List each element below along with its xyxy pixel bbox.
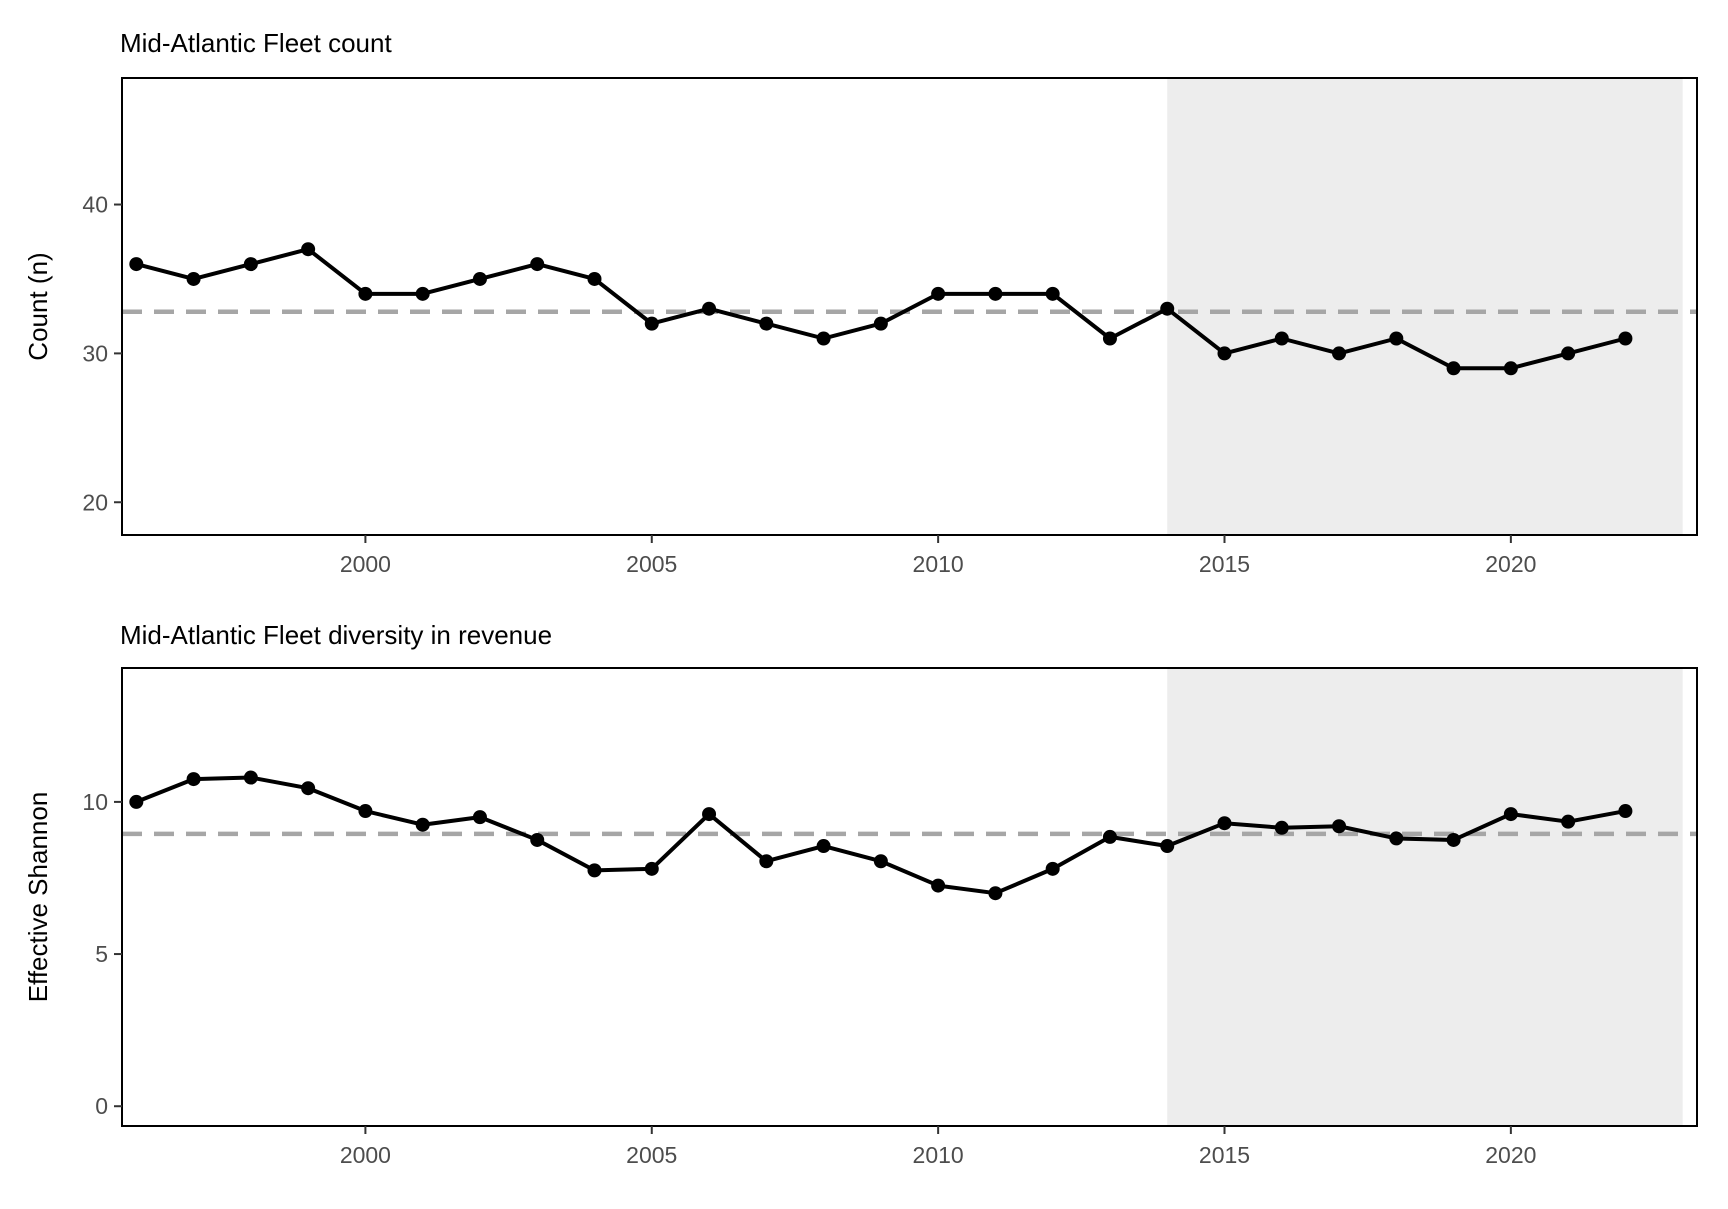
data-point <box>1160 839 1175 854</box>
shaded-region <box>1167 79 1683 534</box>
data-point <box>186 271 201 286</box>
data-point <box>1503 807 1518 822</box>
plot-border <box>121 77 1698 536</box>
data-point <box>472 271 487 286</box>
data-point <box>301 242 316 257</box>
data-point <box>873 854 888 869</box>
data-point <box>702 301 717 316</box>
data-point <box>587 863 602 878</box>
shaded-region <box>1167 669 1683 1125</box>
data-point <box>301 781 316 796</box>
data-point <box>1160 301 1175 316</box>
data-point <box>1102 331 1117 346</box>
data-point <box>644 316 659 331</box>
data-point <box>759 316 774 331</box>
data-point <box>1446 832 1461 847</box>
data-point <box>129 257 144 272</box>
data-point <box>816 839 831 854</box>
chart-title: Mid-Atlantic Fleet count <box>120 28 392 58</box>
data-point <box>186 772 201 787</box>
y-tick-label: 10 <box>82 789 108 815</box>
data-point <box>129 794 144 809</box>
data-point <box>931 286 946 301</box>
y-tick-label: 30 <box>82 340 108 366</box>
data-point <box>759 854 774 869</box>
plot-border <box>121 667 1698 1127</box>
x-tick-label: 2015 <box>1199 1142 1250 1168</box>
data-point <box>1446 361 1461 376</box>
data-point <box>415 286 430 301</box>
y-tick-label: 20 <box>82 489 108 515</box>
data-point <box>1561 346 1576 361</box>
data-point <box>1332 819 1347 834</box>
x-tick-label: 2005 <box>626 551 677 577</box>
data-point <box>1217 816 1232 831</box>
data-point <box>1045 861 1060 876</box>
data-point <box>530 257 545 272</box>
data-point <box>644 861 659 876</box>
data-point <box>1274 331 1289 346</box>
data-point <box>1274 820 1289 835</box>
y-axis-label: Count (n) <box>23 252 53 360</box>
x-tick-label: 2015 <box>1199 551 1250 577</box>
x-tick-label: 2020 <box>1485 1142 1536 1168</box>
x-tick-label: 2020 <box>1485 551 1536 577</box>
data-point <box>530 832 545 847</box>
data-point <box>873 316 888 331</box>
data-point <box>931 878 946 893</box>
chart-title: Mid-Atlantic Fleet diversity in revenue <box>120 620 552 650</box>
data-point <box>243 257 258 272</box>
data-point <box>243 770 258 785</box>
data-point <box>587 271 602 286</box>
data-point <box>1618 331 1633 346</box>
y-axis-label: Effective Shannon <box>23 792 53 1003</box>
y-tick-label: 0 <box>95 1093 108 1119</box>
data-point <box>1102 829 1117 844</box>
data-point <box>358 804 373 819</box>
data-point <box>472 810 487 825</box>
x-tick-label: 2010 <box>913 551 964 577</box>
data-point <box>1561 814 1576 829</box>
data-point <box>816 331 831 346</box>
chart-panel-1: Mid-Atlantic Fleet count 2000 2005 2010 2015… <box>23 28 1698 577</box>
x-tick-label: 2000 <box>340 551 391 577</box>
data-point <box>1045 286 1060 301</box>
data-point <box>988 286 1003 301</box>
data-point <box>1332 346 1347 361</box>
data-point <box>1217 346 1232 361</box>
data-point <box>1389 831 1404 846</box>
data-point <box>702 807 717 822</box>
data-point <box>988 886 1003 901</box>
x-tick-label: 2005 <box>626 1142 677 1168</box>
x-tick-label: 2000 <box>340 1142 391 1168</box>
data-point <box>358 286 373 301</box>
data-point <box>1618 804 1633 819</box>
data-point <box>1389 331 1404 346</box>
chart-panel-2: Mid-Atlantic Fleet diversity in revenue 2… <box>23 620 1698 1168</box>
y-tick-label: 5 <box>95 941 108 967</box>
y-tick-label: 40 <box>82 192 108 218</box>
data-point <box>415 817 430 832</box>
x-tick-label: 2010 <box>913 1142 964 1168</box>
data-point <box>1503 361 1518 376</box>
